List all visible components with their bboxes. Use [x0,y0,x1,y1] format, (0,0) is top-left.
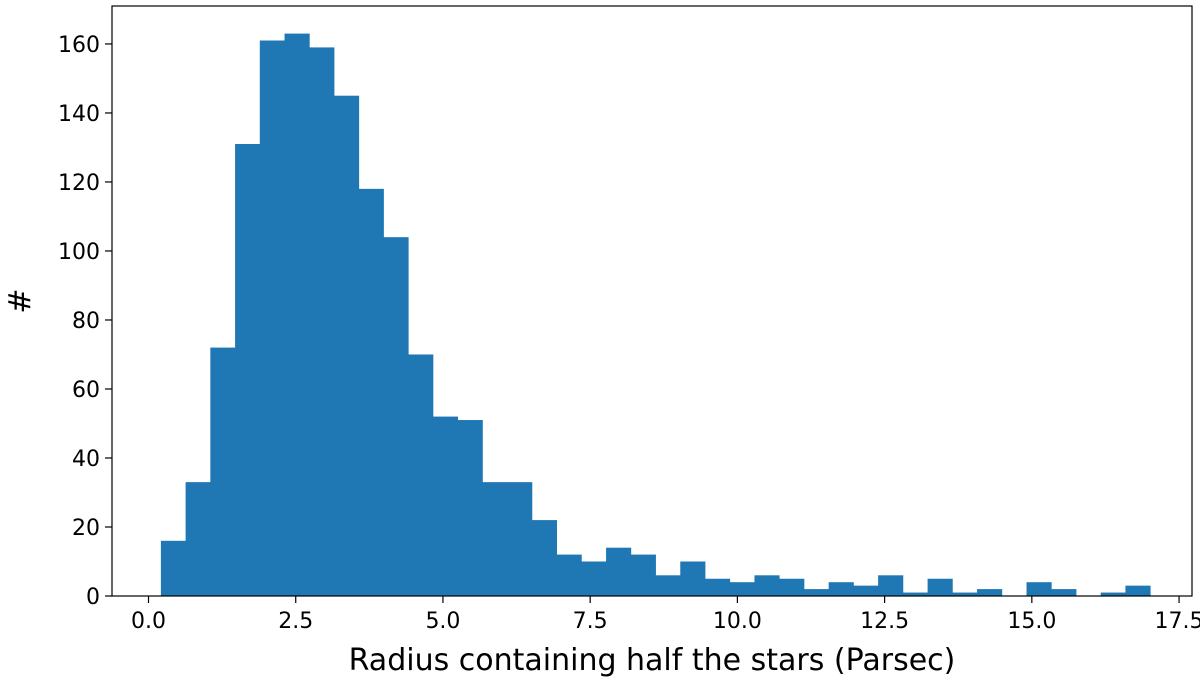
x-axis-ticks: 0.0 2.5 5.0 7.5 10.0 12.5 15.0 17.5 [131,596,1200,634]
histogram-bar [680,561,706,596]
histogram-bar [1026,582,1052,596]
y-tick-label: 100 [58,240,100,265]
histogram-bar [284,33,310,596]
histogram-bar [383,237,409,596]
histogram-bar [902,592,928,596]
histogram-bar [185,482,211,596]
y-tick-label: 60 [72,378,100,403]
histogram-bar [358,188,384,597]
x-tick-label: 15.0 [1007,609,1056,634]
y-tick-label: 80 [72,309,100,334]
histogram-bar [334,95,360,596]
x-tick-label: 7.5 [573,609,608,634]
plot-frame [111,5,1193,597]
y-tick-label: 40 [72,447,100,472]
histogram-bar [556,554,582,596]
histogram-bar [259,40,285,596]
x-tick-label: 12.5 [860,609,909,634]
x-tick-label: 5.0 [425,609,460,634]
histogram-bar [729,582,755,596]
histogram-bar [210,347,236,596]
histogram-bar [309,47,335,597]
y-tick-label: 0 [86,585,100,610]
histogram-bar [482,482,508,596]
histogram-bar [606,547,632,596]
histogram-bar [507,482,533,596]
histogram-bar [655,575,681,596]
y-tick-label: 160 [58,33,100,58]
y-tick-label: 120 [58,171,100,196]
y-tick-label: 20 [72,516,100,541]
histogram-bar [531,520,558,596]
histogram-bars [160,33,1151,597]
histogram-bar [630,554,656,596]
histogram-bar [828,582,854,596]
x-tick-label: 10.0 [713,609,762,634]
x-tick-label: 2.5 [278,609,313,634]
x-tick-label: 17.5 [1155,609,1200,634]
histogram-bar [754,575,780,596]
histogram-bar [878,575,904,596]
histogram-bar [952,592,978,596]
histogram-bar [432,416,459,596]
histogram-bar [853,585,879,596]
histogram-bar [457,420,483,596]
histogram-bar [235,144,261,596]
histogram-bar [581,561,607,596]
y-axis-ticks: 0 20 40 60 80 100 120 140 160 [58,33,112,610]
histogram-bar [160,540,187,596]
x-axis-label: Radius containing half the stars (Parsec… [349,643,956,678]
x-tick-label: 0.0 [131,609,166,634]
y-tick-label: 140 [58,102,100,127]
histogram-bar [779,578,805,596]
histogram-bar [408,354,434,596]
y-axis-label: # [3,288,38,313]
histogram-bar [1125,585,1151,596]
histogram-bar [1100,592,1126,596]
histogram-bar [704,578,731,596]
histogram-bar [1051,589,1077,596]
histogram-bar [977,589,1003,596]
histogram-bar [803,589,830,596]
histogram-bar [927,578,953,596]
